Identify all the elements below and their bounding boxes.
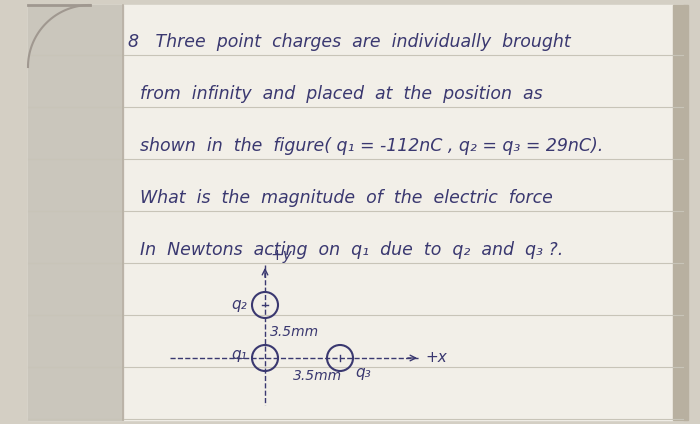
Text: q₃: q₃ bbox=[355, 365, 371, 379]
Text: 3.5mm: 3.5mm bbox=[270, 324, 319, 338]
Text: q₂: q₂ bbox=[231, 298, 247, 312]
Text: 3.5mm: 3.5mm bbox=[293, 369, 342, 383]
Text: shown  in  the  figure( q₁ = -112nC , q₂ = q₃ = 29nC).: shown in the figure( q₁ = -112nC , q₂ = … bbox=[140, 137, 603, 155]
Text: q₁: q₁ bbox=[231, 346, 247, 362]
Bar bbox=[28, 5, 123, 420]
Text: In  Newtons  acting  on  q₁  due  to  q₂  and  q₃ ?.: In Newtons acting on q₁ due to q₂ and q₃… bbox=[140, 241, 564, 259]
Text: from  infinity  and  placed  at  the  position  as: from infinity and placed at the position… bbox=[140, 85, 542, 103]
Text: +y: +y bbox=[270, 248, 292, 263]
Text: What  is  the  magnitude  of  the  electric  force: What is the magnitude of the electric fo… bbox=[140, 189, 553, 207]
Bar bbox=[673, 5, 688, 420]
Text: +x: +x bbox=[425, 351, 447, 365]
Text: 8   Three  point  charges  are  individually  brought: 8 Three point charges are individually b… bbox=[128, 33, 570, 51]
